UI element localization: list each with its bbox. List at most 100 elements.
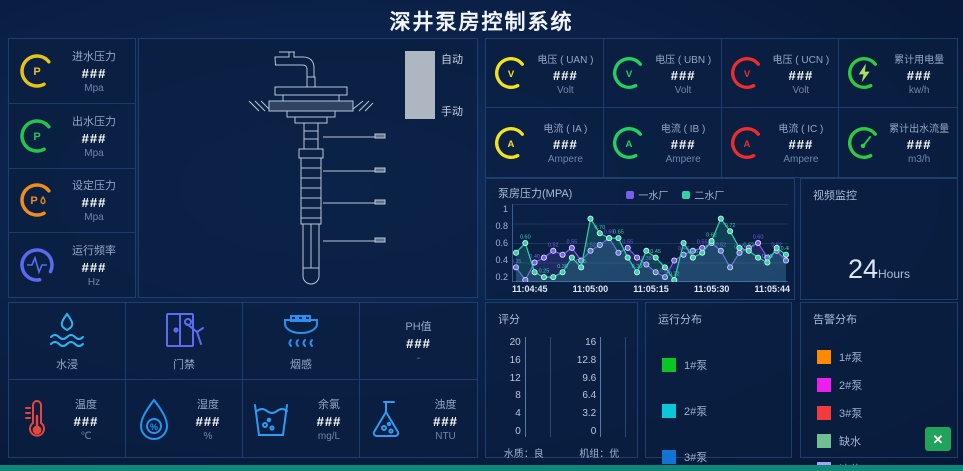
x-tick: 11:05:00 <box>572 284 609 294</box>
lightning-gauge-icon <box>848 57 881 89</box>
legend-swatch-icon <box>817 434 831 448</box>
sensor-value: ### <box>73 413 99 429</box>
sensor-label: 水浸 <box>56 359 78 371</box>
svg-text:0.22: 0.22 <box>669 272 680 278</box>
unit-score-axis: 16 12.8 9.6 6.4 3.2 0 机组：优 <box>572 337 627 460</box>
voltage-uan-gauge: V 电压 ( UAN ) ### Volt <box>486 39 604 108</box>
gauge-unit: Hz <box>87 277 101 289</box>
bottom-accent-bar <box>0 465 963 471</box>
legend-series-plant2[interactable]: 二水厂 <box>682 187 724 202</box>
gauge-value: ### <box>81 130 107 146</box>
legend-pump1[interactable]: 1#泵 <box>662 357 791 373</box>
svg-text:0.40: 0.40 <box>529 254 540 260</box>
run-frequency-gauge: 运行频率 ### Hz <box>9 233 135 297</box>
svg-text:0.52: 0.52 <box>585 242 596 248</box>
legend-swatch-icon <box>682 190 691 199</box>
gauge-label: 出水压力 <box>72 115 116 128</box>
svg-text:0.40: 0.40 <box>762 254 773 260</box>
video-title: 视频监控 <box>813 190 857 202</box>
voltage-gauge-icon: V <box>730 57 763 89</box>
gauge-label: 电压 ( UCN ) <box>772 54 830 66</box>
svg-text:0.65: 0.65 <box>604 230 615 236</box>
gauge-unit: kw/h <box>908 84 930 96</box>
legend-label: 2#泵 <box>839 380 863 392</box>
current-ia-gauge: A 电流 ( IA ) ### Ampere <box>486 108 604 177</box>
svg-text:0.48: 0.48 <box>781 246 789 252</box>
x-tick: 11:04:45 <box>512 284 548 294</box>
legend-label: 3#泵 <box>684 452 708 464</box>
sensor-label: 烟感 <box>290 359 312 371</box>
sensor-label: PH值 <box>405 321 432 333</box>
gauge-label: 运行频率 <box>72 245 116 258</box>
legend-label: 3#泵 <box>839 408 863 420</box>
gauge-label: 电流 ( IB ) <box>660 124 706 135</box>
score-title: 评分 <box>498 314 520 326</box>
total-energy-gauge: 累计用电量 ### kw/h <box>839 39 957 108</box>
svg-text:P: P <box>30 195 37 207</box>
ph-sensor: PH值 ### - <box>360 303 477 380</box>
set-pressure-gauge: P 设定压力 ### Mpa <box>9 169 135 234</box>
svg-text:A: A <box>508 138 515 149</box>
sensor-unit: - <box>416 353 421 364</box>
y-tick: 0.2 <box>495 272 508 282</box>
gauge-unit: Volt <box>674 84 692 96</box>
environment-sensors-panel: 水浸 门禁 烟感 <box>8 302 478 458</box>
video-hours-text: 24Hours <box>801 254 957 285</box>
temperature-sensor: 温度 ### ℃ <box>9 380 126 457</box>
legend-water-shortage[interactable]: 缺水 <box>817 433 957 449</box>
current-gauge-icon: A <box>730 126 763 159</box>
legend-pump1[interactable]: 1#泵 <box>817 349 957 365</box>
svg-text:0.38: 0.38 <box>641 256 652 262</box>
x-tick: 11:05:15 <box>633 284 669 294</box>
hours-unit: Hours <box>878 267 911 281</box>
gauge-label: 累计出水流量 <box>889 124 950 135</box>
electrical-gauges-panel: V 电压 ( UAN ) ### Volt V 电压 ( UBN ) ### V… <box>485 38 958 178</box>
gauge-value: ### <box>553 67 578 83</box>
legend-pump3[interactable]: 3#泵 <box>817 405 957 421</box>
svg-text:0.65: 0.65 <box>613 230 624 236</box>
sensor-unit: ℃ <box>80 430 92 442</box>
legend-label: 1#泵 <box>684 360 708 372</box>
svg-text:0.55: 0.55 <box>697 239 708 245</box>
outlet-pressure-gauge: P 出水压力 ### Mpa <box>9 104 135 169</box>
water-immersion-sensor: 水浸 <box>9 303 126 380</box>
alarm-distribution-panel: 告警分布 1#泵 2#泵 3#泵 缺水 液位 ✕ <box>800 302 958 471</box>
svg-text:V: V <box>508 69 515 80</box>
turbidity-flask-icon <box>372 400 399 437</box>
svg-text:0.60: 0.60 <box>753 235 764 241</box>
legend-swatch-icon <box>662 450 676 464</box>
gauge-value: ### <box>81 260 107 276</box>
legend-pump3[interactable]: 3#泵 <box>662 449 791 465</box>
legend-pump2[interactable]: 2#泵 <box>662 403 791 419</box>
gauge-label: 电压 ( UBN ) <box>655 54 712 66</box>
legend-label: 一水厂 <box>638 191 669 202</box>
gauge-unit: m3/h <box>908 154 931 165</box>
gauge-value: ### <box>553 137 578 152</box>
legend-label: 缺水 <box>839 436 861 448</box>
legend-series-plant1[interactable]: 一水厂 <box>626 187 668 202</box>
thermometer-icon <box>25 399 45 437</box>
gauge-value: ### <box>670 137 696 152</box>
expand-button[interactable]: ✕ <box>925 427 951 451</box>
water-immersion-icon <box>50 312 84 347</box>
sensor-value: ### <box>406 336 431 351</box>
page-title: 深井泵房控制系统 <box>389 11 574 34</box>
humidity-sensor: % 湿度 ### % <box>126 380 243 457</box>
svg-text:0.35: 0.35 <box>576 259 587 265</box>
total-flow-gauge: 累计出水流量 ### m3/h <box>839 108 957 177</box>
legend-pump2[interactable]: 2#泵 <box>817 377 957 393</box>
gauge-value: ### <box>81 195 107 211</box>
current-gauge-icon: A <box>495 126 527 159</box>
sensor-value: ### <box>316 413 342 429</box>
mode-indicator-swatch <box>405 51 435 119</box>
gauge-label: 进水压力 <box>72 50 116 63</box>
door-access-icon <box>166 313 204 347</box>
svg-text:A: A <box>625 138 632 149</box>
svg-text:0.45: 0.45 <box>688 249 699 255</box>
inlet-pressure-gauge: P 进水压力 ### Mpa <box>9 39 135 104</box>
svg-text:%: % <box>150 422 158 432</box>
svg-text:V: V <box>626 69 633 80</box>
